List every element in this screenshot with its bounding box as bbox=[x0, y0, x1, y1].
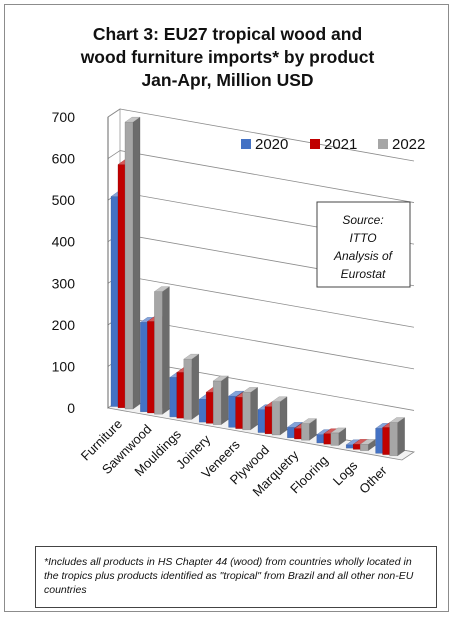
bar-top bbox=[271, 396, 288, 402]
y-tick-label: 300 bbox=[52, 275, 76, 291]
legend: 2020 2021 2022 bbox=[241, 136, 425, 153]
bar bbox=[147, 321, 156, 414]
bar-side bbox=[397, 417, 405, 457]
bar bbox=[301, 423, 310, 441]
legend-label: 2021 bbox=[324, 136, 357, 153]
source-line-3: Analysis of bbox=[333, 249, 394, 263]
bar bbox=[382, 427, 391, 455]
bar-side bbox=[132, 116, 141, 410]
bar bbox=[316, 434, 325, 444]
chart-title-line-3: Jan-Apr, Million USD bbox=[141, 70, 314, 90]
chart-frame: Chart 3: EU27 tropical wood and wood fur… bbox=[4, 4, 449, 612]
source-line-1: Source: bbox=[342, 213, 383, 227]
bar-top bbox=[286, 422, 303, 428]
y-tick-label: 600 bbox=[52, 151, 76, 167]
y-tick-label: 0 bbox=[67, 400, 75, 416]
bar-top bbox=[183, 353, 200, 360]
bar bbox=[323, 433, 332, 445]
chart-title: Chart 3: EU27 tropical wood and wood fur… bbox=[5, 23, 450, 92]
y-tick-label: 700 bbox=[52, 109, 76, 125]
bar bbox=[353, 444, 362, 450]
bar bbox=[346, 444, 355, 449]
bar-top bbox=[153, 286, 170, 292]
y-axis: 0 100 200 300 400 500 600 700 bbox=[52, 109, 109, 416]
legend-swatch bbox=[378, 139, 388, 149]
bar bbox=[271, 401, 281, 436]
bar bbox=[124, 122, 134, 410]
bar bbox=[242, 392, 251, 430]
bar-side bbox=[221, 375, 229, 425]
bar-top bbox=[242, 387, 259, 393]
source-line-2: ITTO bbox=[349, 231, 376, 245]
bar-side bbox=[279, 396, 288, 436]
bar bbox=[264, 406, 274, 434]
gridline-side bbox=[107, 108, 121, 118]
bar bbox=[117, 164, 127, 408]
bar bbox=[110, 196, 120, 407]
bar bbox=[287, 427, 296, 438]
legend-swatch bbox=[241, 139, 251, 149]
legend-label: 2022 bbox=[392, 136, 425, 153]
gridline-side bbox=[107, 150, 121, 159]
bar bbox=[169, 377, 178, 418]
bars bbox=[110, 116, 406, 457]
bar bbox=[330, 432, 339, 446]
bar bbox=[235, 397, 244, 429]
source-box-border bbox=[316, 201, 411, 288]
footnote: *Includes all products in HS Chapter 44 … bbox=[35, 546, 437, 608]
legend-swatch bbox=[310, 139, 320, 149]
bar bbox=[213, 380, 222, 425]
legend-label: 2020 bbox=[255, 136, 288, 153]
x-tick-label: Other bbox=[356, 462, 390, 496]
bar bbox=[154, 291, 163, 415]
source-line-4: Eurostat bbox=[341, 267, 386, 281]
chart-title-line-2: wood furniture imports* by product bbox=[80, 47, 375, 67]
bar-top bbox=[212, 375, 229, 382]
bar-top bbox=[228, 391, 245, 397]
bar-side bbox=[162, 286, 170, 415]
bar bbox=[206, 392, 215, 424]
source-box: Source: ITTO Analysis of Eurostat bbox=[316, 201, 411, 288]
bar bbox=[375, 428, 384, 454]
gridline bbox=[119, 108, 415, 162]
bar bbox=[294, 428, 303, 440]
x-tick-label: Logs bbox=[330, 457, 361, 488]
gridline bbox=[119, 274, 415, 328]
bar-top bbox=[389, 417, 406, 423]
bar bbox=[257, 409, 267, 433]
bar bbox=[176, 372, 185, 419]
y-tick-label: 100 bbox=[52, 358, 76, 374]
y-tick-label: 200 bbox=[52, 317, 76, 333]
gridline bbox=[119, 150, 415, 203]
bar-side bbox=[191, 353, 199, 420]
bar-top bbox=[330, 427, 347, 434]
y-tick-label: 500 bbox=[52, 192, 76, 208]
bar-top bbox=[300, 418, 317, 424]
bar-top bbox=[359, 439, 376, 445]
bar bbox=[183, 358, 192, 420]
bar bbox=[360, 444, 369, 451]
bar-side bbox=[250, 387, 258, 431]
bar bbox=[140, 322, 149, 412]
bar-top bbox=[124, 117, 141, 123]
bar bbox=[389, 422, 398, 456]
y-tick-label: 400 bbox=[52, 234, 76, 250]
bar bbox=[199, 399, 208, 423]
bar bbox=[228, 396, 237, 428]
chart-title-line-1: Chart 3: EU27 tropical wood and bbox=[92, 24, 363, 44]
